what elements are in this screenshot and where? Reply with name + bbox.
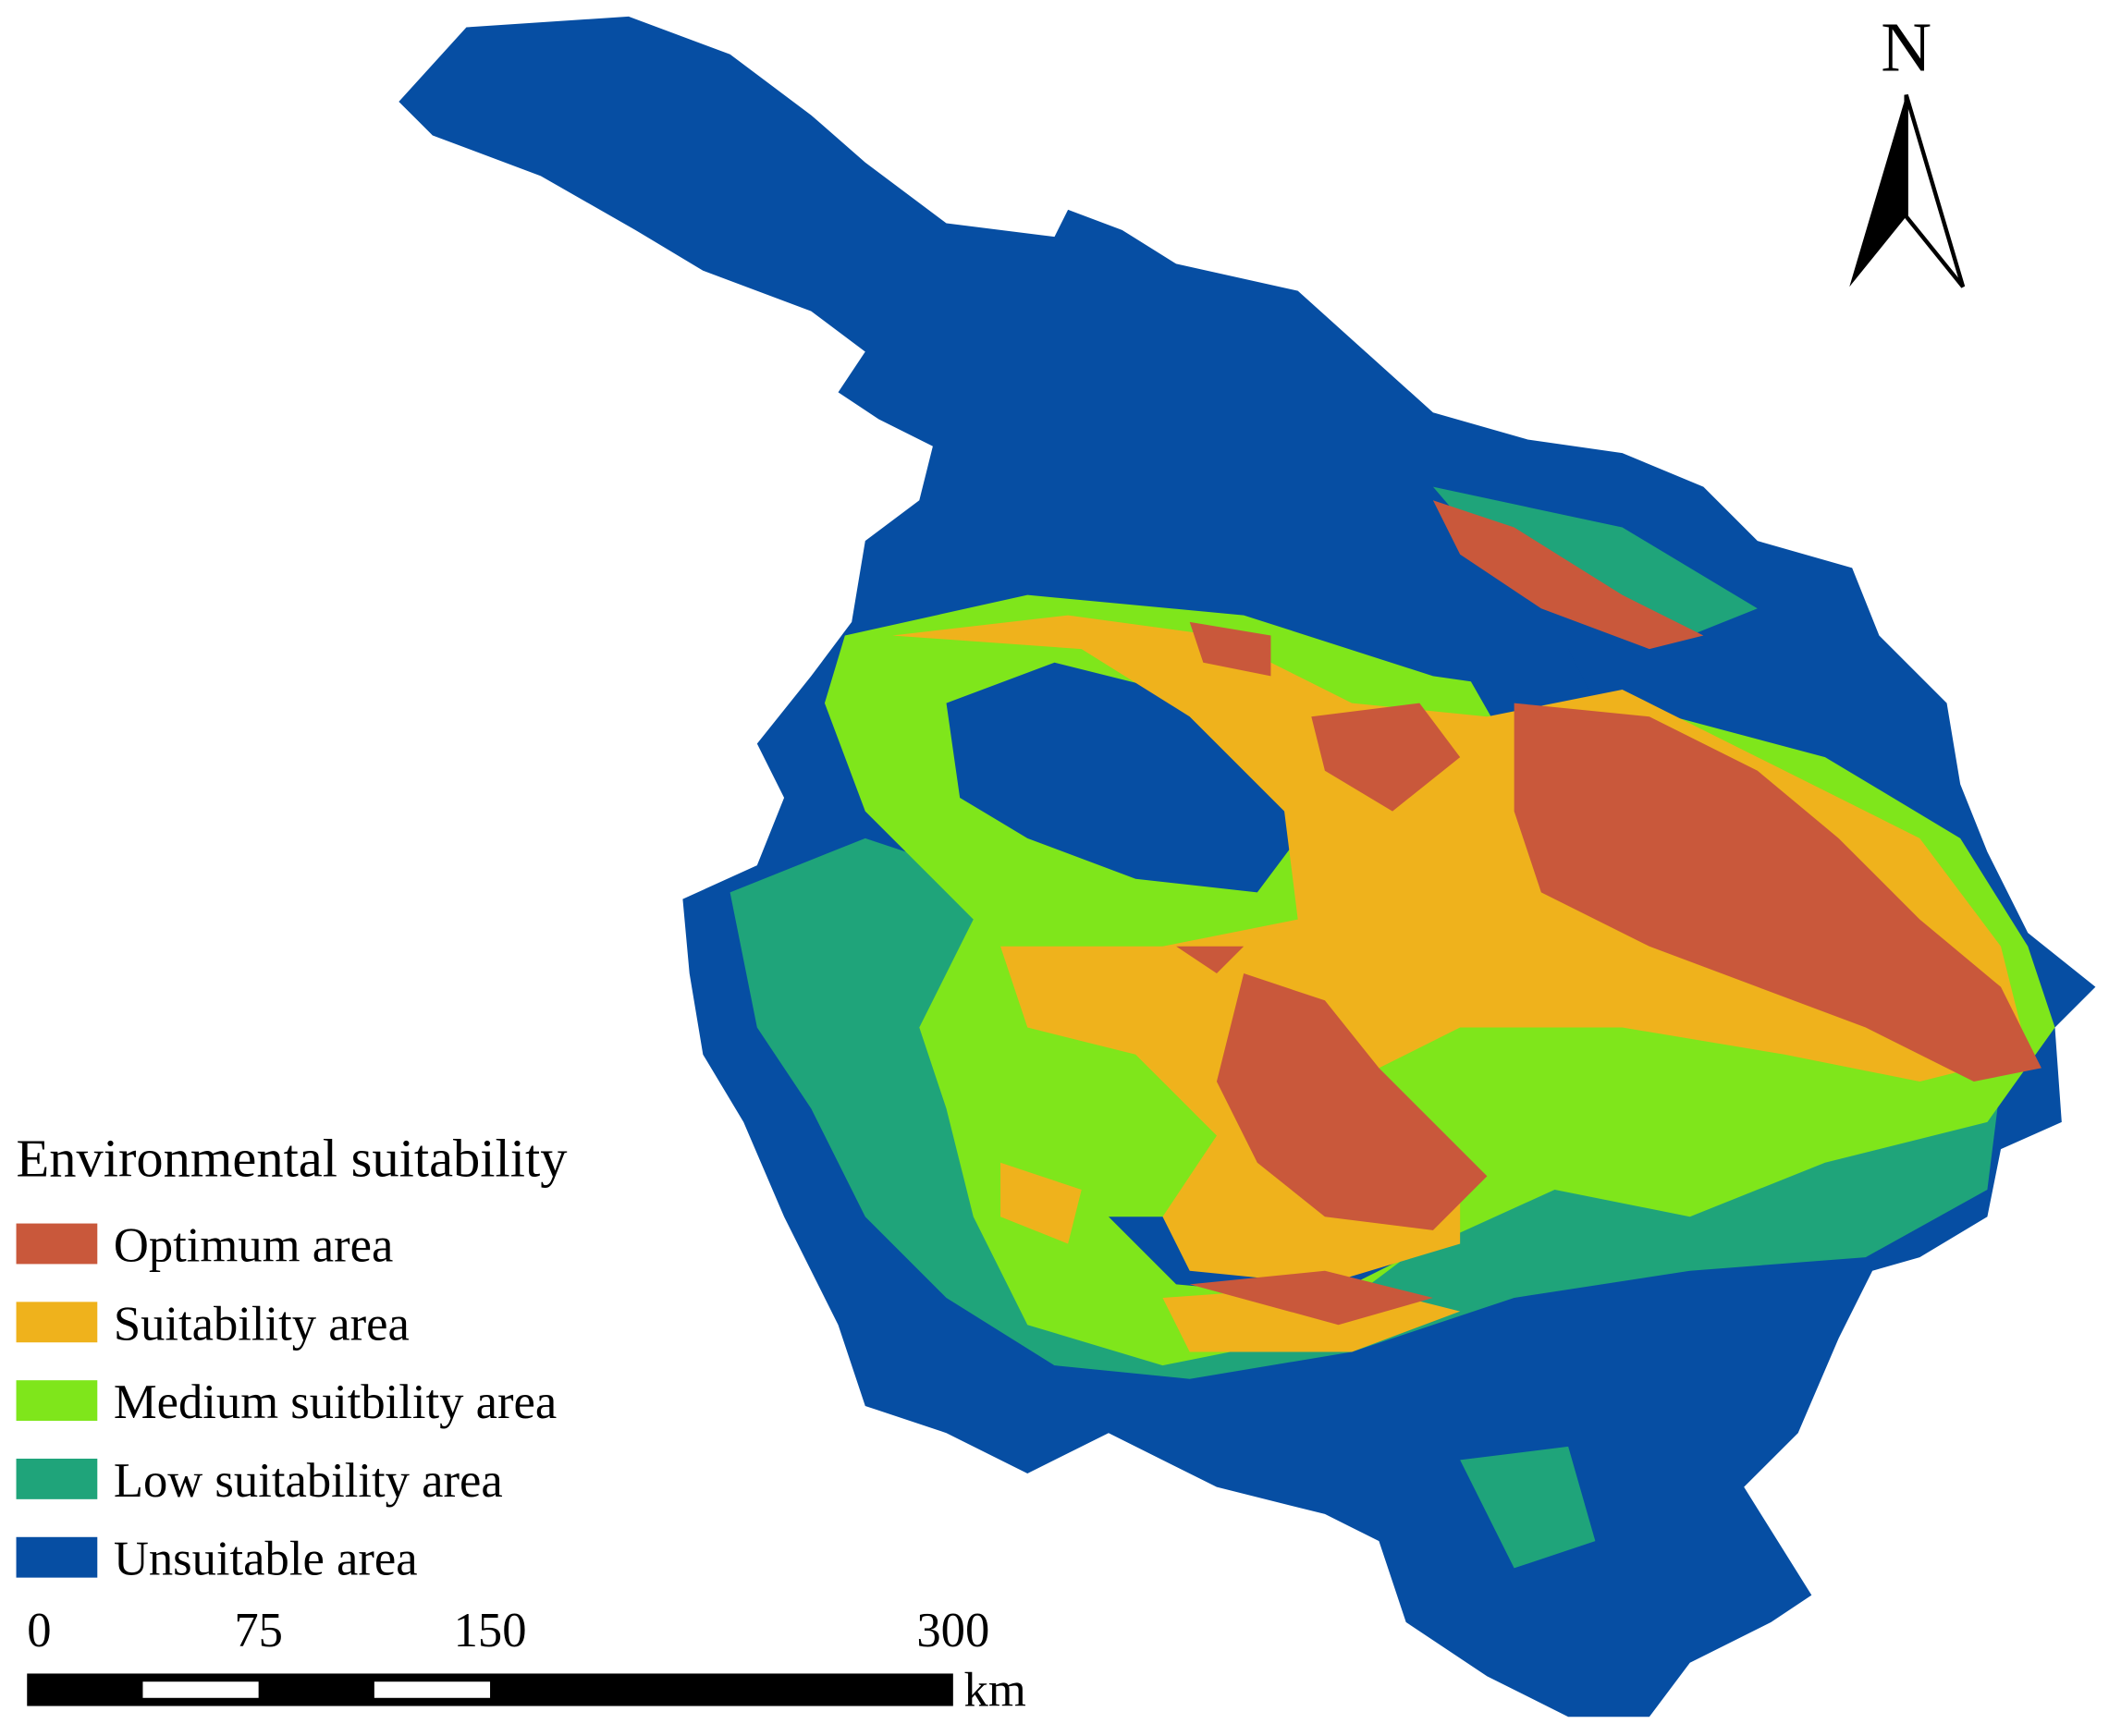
legend-swatch [16,1302,98,1343]
legend-label: Optimum area [114,1218,394,1272]
legend-swatch [16,1380,98,1422]
north-label: N [1881,8,1931,86]
legend-swatch [16,1458,98,1499]
legend-swatch [16,1536,98,1578]
scale-tick-label: 300 [916,1604,989,1657]
scale-tick-label: 150 [454,1604,527,1657]
north-arrow-right [1904,94,1966,288]
region [399,16,2096,1718]
north-arrow-left [1849,94,1907,287]
legend-label: Suitability area [114,1297,410,1351]
scale-tick-label: 75 [234,1604,283,1657]
legend-title: Environmental suitability [17,1128,568,1188]
legend-label: Low suitability area [114,1454,503,1508]
scale-bar-segment [142,1681,259,1698]
optimum-area [1176,500,2042,1326]
scale-unit: km [964,1664,1026,1718]
legend-swatch [16,1223,98,1265]
legend: Environmental suitability Optimum area Su… [16,1128,568,1586]
scale-tick-label: 0 [27,1604,51,1657]
legend-label: Unsuitable area [114,1533,418,1586]
north-arrow: N [1849,8,1966,288]
unsuitable-area [946,649,1623,1298]
scale-bar-segment [374,1681,491,1698]
legend-label: Medium suitbility area [114,1375,557,1429]
scale-bar: 0 75 150 300 km [27,1604,1026,1718]
